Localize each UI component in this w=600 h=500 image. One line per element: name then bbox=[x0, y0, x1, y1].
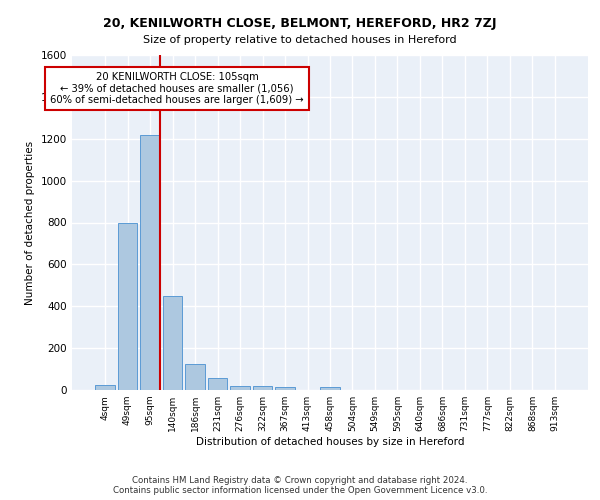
Text: 20 KENILWORTH CLOSE: 105sqm
← 39% of detached houses are smaller (1,056)
60% of : 20 KENILWORTH CLOSE: 105sqm ← 39% of det… bbox=[50, 72, 304, 105]
Bar bbox=[253, 386, 272, 390]
Y-axis label: Number of detached properties: Number of detached properties bbox=[25, 140, 35, 304]
Bar bbox=[320, 387, 340, 390]
Bar bbox=[275, 387, 295, 390]
Text: Contains public sector information licensed under the Open Government Licence v3: Contains public sector information licen… bbox=[113, 486, 487, 495]
Bar bbox=[208, 378, 227, 390]
Text: Contains HM Land Registry data © Crown copyright and database right 2024.: Contains HM Land Registry data © Crown c… bbox=[132, 476, 468, 485]
Bar bbox=[95, 385, 115, 390]
Bar bbox=[185, 364, 205, 390]
Bar bbox=[163, 296, 182, 390]
Text: Size of property relative to detached houses in Hereford: Size of property relative to detached ho… bbox=[143, 35, 457, 45]
X-axis label: Distribution of detached houses by size in Hereford: Distribution of detached houses by size … bbox=[196, 437, 464, 447]
Bar bbox=[118, 222, 137, 390]
Bar bbox=[230, 386, 250, 390]
Text: 20, KENILWORTH CLOSE, BELMONT, HEREFORD, HR2 7ZJ: 20, KENILWORTH CLOSE, BELMONT, HEREFORD,… bbox=[103, 18, 497, 30]
Bar bbox=[140, 134, 160, 390]
